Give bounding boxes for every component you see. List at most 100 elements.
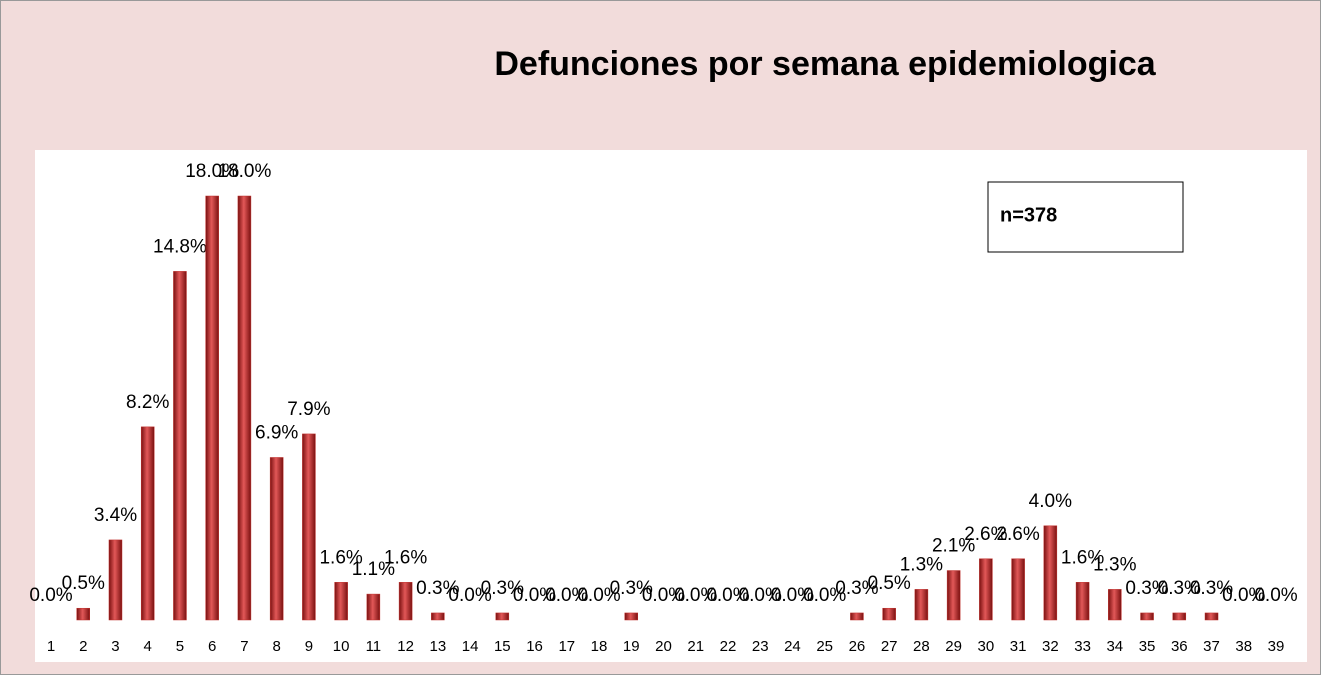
bar xyxy=(914,589,929,621)
data-label: 7.9% xyxy=(287,399,330,420)
data-label: 0.3% xyxy=(835,578,878,599)
bar xyxy=(946,570,961,621)
annotation-box xyxy=(987,181,1184,253)
bar xyxy=(1043,525,1058,621)
bar xyxy=(1140,612,1154,621)
x-tick-label: 30 xyxy=(978,638,995,655)
bar xyxy=(431,612,445,621)
bar xyxy=(1108,589,1122,621)
data-label: 0.0% xyxy=(771,585,814,606)
data-label: 0.0% xyxy=(1222,585,1265,606)
x-tick-label: 33 xyxy=(1074,638,1091,655)
x-tick-label: 8 xyxy=(272,638,280,655)
bar xyxy=(398,582,413,621)
data-label: 6.9% xyxy=(255,422,298,443)
x-tick-label: 26 xyxy=(849,638,866,655)
x-tick-label: 19 xyxy=(623,638,640,655)
x-tick-label: 37 xyxy=(1203,638,1220,655)
bar xyxy=(173,271,187,621)
data-label: 0.0% xyxy=(448,585,491,606)
x-tick-label: 9 xyxy=(305,638,313,655)
x-tick-label: 18 xyxy=(591,638,608,655)
bar xyxy=(76,607,90,621)
data-label: 8.2% xyxy=(126,392,169,413)
bar xyxy=(108,539,123,621)
data-label: 0.3% xyxy=(1158,578,1201,599)
data-label: 2.1% xyxy=(932,536,975,557)
data-label: 0.3% xyxy=(481,578,524,599)
chart-title: Defunciones por semana epidemiologica xyxy=(494,45,1156,83)
bar xyxy=(1011,558,1025,621)
data-label: 0.0% xyxy=(29,585,72,606)
data-label: 0.0% xyxy=(577,585,620,606)
x-tick-label: 14 xyxy=(462,638,479,655)
x-tick-label: 11 xyxy=(366,638,382,655)
x-tick-label: 17 xyxy=(558,638,575,655)
bar xyxy=(302,433,316,621)
bar xyxy=(366,593,381,621)
data-label: 1.6% xyxy=(384,547,427,568)
data-label: 0.3% xyxy=(610,578,653,599)
annotation: n=378 xyxy=(1000,204,1057,226)
bar xyxy=(979,558,993,621)
x-tick-label: 1 xyxy=(47,638,55,655)
x-tick-label: 4 xyxy=(144,638,152,655)
bar xyxy=(1075,582,1090,621)
x-tick-label: 29 xyxy=(945,638,962,655)
x-tick-label: 39 xyxy=(1268,638,1285,655)
bar xyxy=(334,582,348,621)
data-label: 0.0% xyxy=(674,585,717,606)
data-label: 0.0% xyxy=(545,585,588,606)
x-tick-label: 38 xyxy=(1235,638,1252,655)
data-label: 0.0% xyxy=(739,585,782,606)
data-label: 1.6% xyxy=(1061,547,1104,568)
x-tick-label: 2 xyxy=(79,638,87,655)
data-label: 0.3% xyxy=(1190,578,1233,599)
bar xyxy=(850,612,864,621)
x-tick-label: 7 xyxy=(240,638,248,655)
x-tick-label: 21 xyxy=(687,638,704,655)
data-label: 0.0% xyxy=(706,585,749,606)
bar xyxy=(495,612,510,621)
data-label: 0.0% xyxy=(642,585,685,606)
x-tick-label: 24 xyxy=(784,638,801,655)
x-tick-label: 20 xyxy=(655,638,672,655)
x-tick-label: 31 xyxy=(1010,638,1027,655)
x-tick-label: 27 xyxy=(881,638,898,655)
data-label: 4.0% xyxy=(1029,491,1072,512)
x-tick-label: 3 xyxy=(111,638,119,655)
x-tick-label: 5 xyxy=(176,638,184,655)
data-label: 0.3% xyxy=(1125,578,1168,599)
data-label: 0.5% xyxy=(868,573,911,594)
x-tick-label: 23 xyxy=(752,638,769,655)
bar xyxy=(882,607,896,621)
data-label: 18.0% xyxy=(185,161,239,182)
bar xyxy=(237,195,252,621)
data-label: 0.5% xyxy=(62,573,105,594)
data-label: 2.6% xyxy=(996,524,1039,545)
x-tick-label: 13 xyxy=(429,638,446,655)
data-label: 18.0% xyxy=(217,161,271,182)
x-tick-label: 16 xyxy=(526,638,543,655)
data-label: 0.0% xyxy=(1254,585,1297,606)
bar xyxy=(269,457,284,621)
x-tick-label: 22 xyxy=(720,638,737,655)
x-tick-label: 12 xyxy=(397,638,414,655)
x-tick-label: 10 xyxy=(333,638,350,655)
x-tick-label: 6 xyxy=(208,638,216,655)
x-tick-label: 34 xyxy=(1106,638,1123,655)
x-tick-label: 15 xyxy=(494,638,511,655)
x-tick-label: 36 xyxy=(1171,638,1188,655)
data-label: 3.4% xyxy=(94,505,137,526)
data-label: 1.3% xyxy=(900,554,943,575)
data-label: 2.6% xyxy=(964,524,1007,545)
x-tick-label: 25 xyxy=(816,638,833,655)
data-label: 1.1% xyxy=(352,559,395,580)
x-tick-label: 28 xyxy=(913,638,930,655)
bar xyxy=(1172,612,1187,621)
bar xyxy=(140,426,155,621)
data-label: 1.3% xyxy=(1093,554,1136,575)
bar xyxy=(1204,612,1219,621)
